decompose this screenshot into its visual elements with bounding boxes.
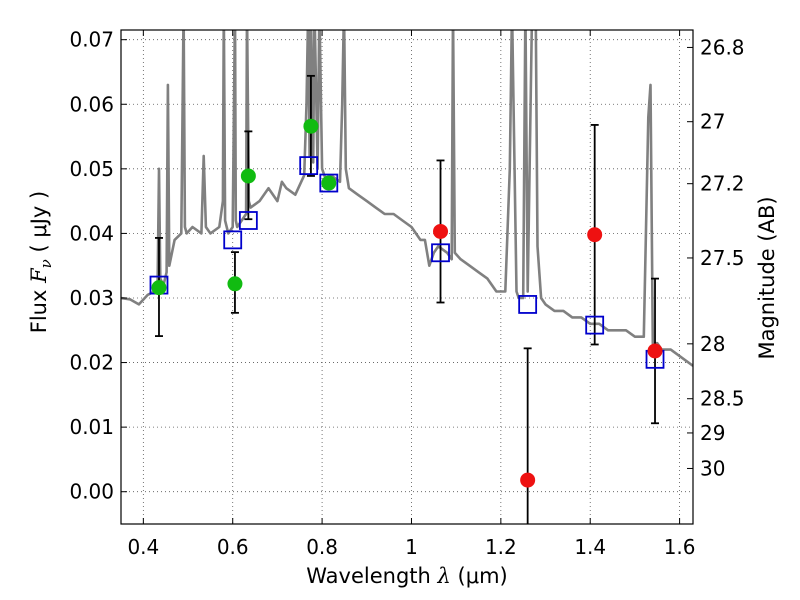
- blue-square-marker: [431, 243, 450, 263]
- error-bars: [154, 74, 660, 524]
- right-tick-label: 26.8: [700, 35, 745, 59]
- ticks: [121, 30, 693, 524]
- blue-square-marker: [319, 173, 339, 193]
- red-point: [587, 227, 603, 243]
- blue-squares: [149, 156, 665, 369]
- y-tick-label: 0.01: [69, 415, 114, 439]
- x-axis-label-open: (: [458, 564, 466, 588]
- y-tick-label: 0.04: [69, 221, 114, 245]
- x-tick-label: 1: [405, 535, 418, 559]
- red-point: [647, 343, 663, 359]
- blue-square-marker: [238, 211, 258, 230]
- x-axis-label: Wavelength λ (μm): [306, 564, 508, 588]
- x-tick-label: 1.4: [574, 535, 606, 559]
- y-tick-label: 0.02: [69, 351, 114, 375]
- plot-frame: [120, 29, 694, 525]
- y-axis-label-unit: μJy: [27, 206, 51, 238]
- right-tick-label: 27: [700, 110, 725, 134]
- green-point: [303, 118, 319, 134]
- right-tick-label: 30: [700, 456, 725, 480]
- y-tick-label: 0.05: [69, 157, 114, 181]
- right-tick-label: 29: [700, 421, 725, 445]
- x-tick-label: 0.6: [217, 535, 249, 559]
- green-point: [227, 276, 243, 292]
- blue-square-marker: [223, 230, 243, 250]
- right-axis-label: Magnitude (AB): [755, 196, 779, 359]
- green-point: [321, 175, 337, 191]
- grid-lines: [121, 30, 693, 524]
- blue-square-marker: [518, 295, 538, 314]
- y-tick-labels: 0.00 0.01 0.02 0.03 0.04 0.05 0.06 0.07: [69, 28, 114, 504]
- green-point: [240, 168, 256, 184]
- x-tick-label: 0.8: [306, 535, 338, 559]
- blue-square-marker: [299, 156, 319, 176]
- red-point: [433, 223, 449, 239]
- x-axis-label-symbol: λ: [437, 564, 451, 588]
- x-tick-label: 1.6: [664, 535, 696, 559]
- right-tick-label: 28: [700, 332, 725, 356]
- model-spectrum-line: [121, 30, 693, 367]
- blue-square-marker: [585, 315, 605, 335]
- y-tick-label: 0.07: [69, 28, 114, 52]
- measured-points: [151, 118, 663, 488]
- red-point: [520, 472, 536, 488]
- right-tick-label: 28.5: [700, 387, 745, 411]
- x-axis-label-prefix: Wavelength: [306, 564, 431, 588]
- model-spectrum: [121, 30, 693, 367]
- x-axis-label-close: ): [500, 564, 508, 588]
- right-tick-labels: 26.8 27 27.2 27.5 28 28.5 29 30: [700, 35, 745, 480]
- y-axis-label-close: ): [27, 191, 51, 199]
- y-axis-label-subscript: ν: [37, 259, 55, 268]
- y-tick-label: 0.00: [69, 480, 114, 504]
- y-axis-label: Flux Fν ( μJy ): [27, 191, 55, 334]
- x-tick-label: 1.2: [485, 535, 517, 559]
- y-tick-label: 0.03: [69, 286, 114, 310]
- green-point: [151, 280, 167, 296]
- x-axis-label-unit: μm: [466, 564, 500, 588]
- x-tick-label: 0.4: [127, 535, 159, 559]
- y-axis-label-symbol: F: [27, 267, 51, 284]
- right-tick-label: 27.5: [700, 246, 745, 270]
- y-axis-label-prefix: Flux: [27, 290, 51, 334]
- x-tick-labels: 0.4 0.6 0.8 1 1.2 1.4 1.6: [127, 535, 695, 559]
- y-tick-label: 0.06: [69, 92, 114, 116]
- y-axis-label-open: (: [27, 244, 51, 252]
- right-tick-label: 27.2: [700, 172, 745, 196]
